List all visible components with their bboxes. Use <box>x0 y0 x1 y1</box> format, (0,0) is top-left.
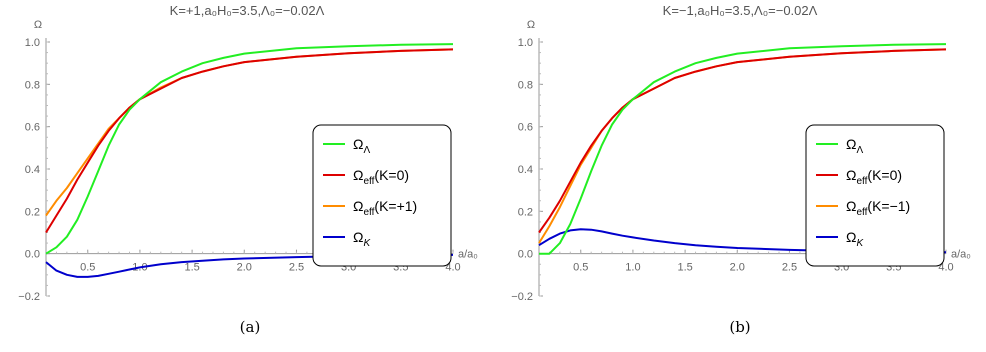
chart-a-xtick-label: 2.5 <box>289 262 304 274</box>
chart-b-ytick-label: 0.8 <box>518 79 533 91</box>
chart-b-ytick-label: 1.0 <box>518 37 533 49</box>
chart-a-legend-label-0: ΩΛ <box>353 136 370 156</box>
chart-b-ytick-label: 0.2 <box>518 206 533 218</box>
chart-b-ylabel: Ω <box>527 19 535 31</box>
chart-b-legend-label-3: ΩK <box>846 229 864 249</box>
chart-a-ytick-label: 0.6 <box>25 122 40 134</box>
chart-a-ytick-label: 0.8 <box>25 79 40 91</box>
chart-b-title: K=−1,a₀H₀=3.5,Λ₀=−0.02Λ <box>663 3 818 18</box>
chart-a-ytick-label: 0.0 <box>25 249 40 261</box>
chart-a-legend-label-2: Ωeff(K=+1) <box>353 198 417 218</box>
chart-a-ytick-label: 1.0 <box>25 37 40 49</box>
chart-b-xlabel: a/a₀ <box>951 249 971 261</box>
chart-a-legend-label-3: ΩK <box>353 229 371 249</box>
chart-b-series-3-line <box>538 228 947 254</box>
chart-a-legend-label-1: Ωeff(K=0) <box>353 167 409 187</box>
chart-b-svg: K=−1,a₀H₀=3.5,Λ₀=−0.02Λ Ωa/a₀ −0.2 0.0 0.2 0.… <box>511 3 971 303</box>
chart-b-series-0-line <box>539 43 947 255</box>
chart-a-series-0-line <box>45 43 454 255</box>
chart-b-xtick-label: 0.5 <box>573 262 588 274</box>
caption-b: (b) <box>729 318 751 336</box>
chart-a-series-3-line <box>45 253 454 278</box>
chart-b-ytick-label: 0.6 <box>518 122 533 134</box>
chart-a-ytick-label: 0.2 <box>25 206 40 218</box>
chart-b-legend-label-1: Ωeff(K=0) <box>846 167 902 187</box>
chart-a-xtick-label: 2.0 <box>237 262 252 274</box>
chart-b-xtick-label: 1.5 <box>677 262 692 274</box>
chart-a-svg: K=+1,a₀H₀=3.5,Λ₀=−0.02Λ Ωa/a₀ −0.2 0.0 0.2 0.… <box>18 3 478 303</box>
chart-b-legend-label-2: Ωeff(K=−1) <box>846 198 910 218</box>
chart-a-xtick-label: 0.5 <box>80 262 95 274</box>
chart-a-ylabel: Ω <box>34 19 42 31</box>
chart-b-xtick-label: 1.0 <box>625 262 640 274</box>
chart-a-xtick-label: 4.0 <box>445 262 460 274</box>
chart-b-xtick-label: 4.0 <box>938 262 953 274</box>
chart-a-ytick-label: 0.4 <box>25 164 40 176</box>
chart-b-xtick-label: 2.0 <box>730 262 745 274</box>
caption-a: (a) <box>239 318 261 336</box>
chart-b-ytick-label: 0.4 <box>518 164 533 176</box>
chart-b-legend-box <box>805 124 945 267</box>
chart-b-ytick-label: −0.2 <box>511 291 533 303</box>
chart-b-xtick-label: 2.5 <box>782 262 797 274</box>
chart-b-ytick-label: 0.0 <box>518 249 533 261</box>
chart-a-legend-box <box>312 124 452 267</box>
chart-b-legend-label-0: ΩΛ <box>846 136 863 156</box>
chart-a-xtick-label: 1.5 <box>184 262 199 274</box>
chart-a-xlabel: a/a₀ <box>458 249 478 261</box>
chart-a-ytick-label: −0.2 <box>18 291 40 303</box>
chart-a-title: K=+1,a₀H₀=3.5,Λ₀=−0.02Λ <box>170 3 325 18</box>
